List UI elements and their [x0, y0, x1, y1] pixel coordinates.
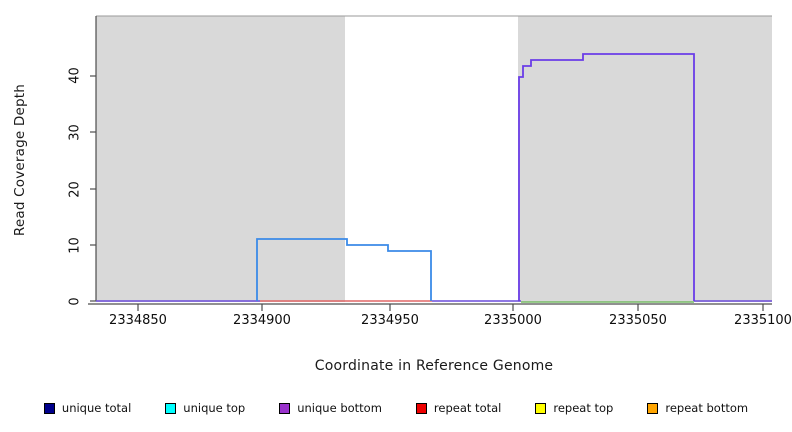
legend-swatch-icon — [535, 402, 547, 414]
legend-swatch-icon — [415, 402, 427, 414]
x-tick-label-2335050: 2335050 — [609, 313, 667, 328]
legend-label: unique bottom — [297, 401, 382, 415]
legend-swatch-icon — [279, 402, 291, 414]
x-tick-label-2335100: 2335100 — [734, 313, 792, 328]
series-unique-bottom-line — [518, 53, 695, 301]
series-unique-total-line — [256, 238, 432, 301]
legend-label: unique total — [61, 401, 132, 415]
x-tick-label-2334950: 2334950 — [361, 313, 419, 328]
legend-item-repeat-total[interactable]: repeat total — [415, 401, 502, 415]
legend-item-unique-bottom[interactable]: unique bottom — [279, 401, 382, 415]
shaded-region-left — [96, 16, 345, 302]
legend-item-repeat-bottom[interactable]: repeat bottom — [647, 401, 748, 415]
legend-label: repeat top — [553, 401, 614, 415]
x-tick-label-2335000: 2335000 — [484, 313, 542, 328]
chart-legend: unique total unique top unique bottom re… — [0, 398, 792, 418]
legend-label: repeat total — [433, 401, 502, 415]
legend-label: repeat bottom — [665, 401, 749, 415]
legend-item-repeat-top[interactable]: repeat top — [535, 401, 613, 415]
legend-swatch-icon — [165, 402, 177, 414]
legend-swatch-icon — [647, 402, 659, 414]
shaded-region-right — [518, 16, 772, 302]
x-axis-title: Coordinate in Reference Genome — [314, 358, 554, 374]
x-tick-label-2334850: 2334850 — [109, 313, 167, 328]
x-tick-label-2334900: 2334900 — [233, 313, 291, 328]
legend-swatch-icon — [43, 402, 55, 414]
legend-item-unique-top[interactable]: unique top — [165, 401, 245, 415]
legend-item-unique-total[interactable]: unique total — [43, 401, 132, 415]
legend-label: unique top — [183, 401, 246, 415]
